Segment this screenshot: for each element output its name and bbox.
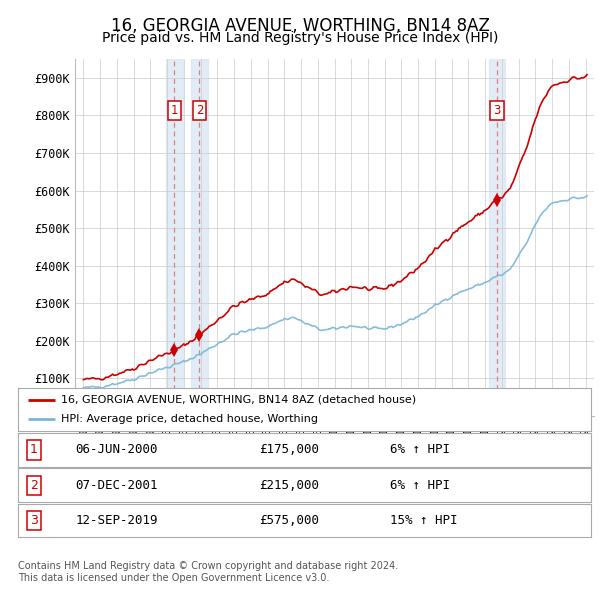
Text: 1: 1 bbox=[30, 443, 38, 457]
Text: £175,000: £175,000 bbox=[259, 443, 319, 457]
Text: 6% ↑ HPI: 6% ↑ HPI bbox=[391, 478, 451, 492]
Text: 06-JUN-2000: 06-JUN-2000 bbox=[76, 443, 158, 457]
Text: 6% ↑ HPI: 6% ↑ HPI bbox=[391, 443, 451, 457]
Text: 16, GEORGIA AVENUE, WORTHING, BN14 8AZ (detached house): 16, GEORGIA AVENUE, WORTHING, BN14 8AZ (… bbox=[61, 395, 416, 405]
Text: 12-SEP-2019: 12-SEP-2019 bbox=[76, 514, 158, 527]
Text: 3: 3 bbox=[493, 104, 501, 117]
Text: £575,000: £575,000 bbox=[259, 514, 319, 527]
Text: Price paid vs. HM Land Registry's House Price Index (HPI): Price paid vs. HM Land Registry's House … bbox=[102, 31, 498, 45]
Text: 15% ↑ HPI: 15% ↑ HPI bbox=[391, 514, 458, 527]
Text: 3: 3 bbox=[30, 514, 38, 527]
Text: 16, GEORGIA AVENUE, WORTHING, BN14 8AZ: 16, GEORGIA AVENUE, WORTHING, BN14 8AZ bbox=[110, 17, 490, 35]
Text: 07-DEC-2001: 07-DEC-2001 bbox=[76, 478, 158, 492]
Text: 1: 1 bbox=[170, 104, 178, 117]
Text: HPI: Average price, detached house, Worthing: HPI: Average price, detached house, Wort… bbox=[61, 414, 318, 424]
Bar bbox=[191, 59, 208, 416]
Text: Contains HM Land Registry data © Crown copyright and database right 2024.
This d: Contains HM Land Registry data © Crown c… bbox=[18, 561, 398, 583]
Bar bbox=[166, 59, 183, 416]
Text: 2: 2 bbox=[196, 104, 203, 117]
Text: £215,000: £215,000 bbox=[259, 478, 319, 492]
Bar bbox=[488, 59, 505, 416]
Text: 2: 2 bbox=[30, 478, 38, 492]
